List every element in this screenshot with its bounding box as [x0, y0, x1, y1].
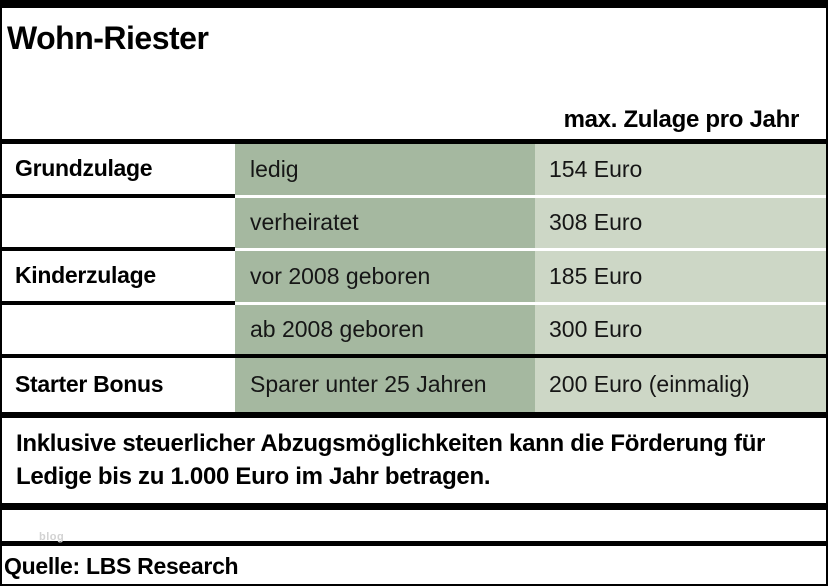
table-cell-value: 154 Euro [535, 144, 826, 198]
top-rule [2, 2, 826, 8]
table-cell-value: 300 Euro [535, 304, 826, 358]
table-cell-category: Kinderzulage [2, 251, 235, 305]
table-cell-value: 200 Euro (einmalig) [535, 358, 826, 412]
watermark: blog [39, 530, 65, 543]
source-credit: Quelle: LBS Research [4, 552, 239, 579]
table-cell-category: Grundzulage [2, 144, 235, 198]
value-column-header: max. Zulage pro Jahr [563, 106, 800, 133]
table-cell-condition: verheiratet [235, 197, 535, 251]
subsidy-table: Grundzulage ledig 154 Euro verheiratet 3… [2, 144, 826, 418]
source-rule [2, 540, 826, 546]
table-cell-category [2, 304, 235, 358]
table-cell-condition: ab 2008 geboren [235, 304, 535, 358]
table-cell-value: 308 Euro [535, 197, 826, 251]
table-cell-category [2, 197, 235, 251]
table-cell-category: Starter Bonus [2, 358, 235, 412]
table-cell-condition: vor 2008 geboren [235, 251, 535, 305]
header-rule [2, 139, 826, 144]
note-rule [2, 502, 826, 510]
spacer: blog [2, 510, 826, 543]
table-cell-condition: ledig [235, 144, 535, 198]
page-title: Wohn-Riester [7, 20, 209, 56]
table-cell-condition: Sparer unter 25 Jahren [235, 358, 535, 412]
table-cell-value: 185 Euro [535, 251, 826, 305]
footnote: Inklusive steuerlicher Abzugsmöglichkeit… [16, 429, 766, 490]
